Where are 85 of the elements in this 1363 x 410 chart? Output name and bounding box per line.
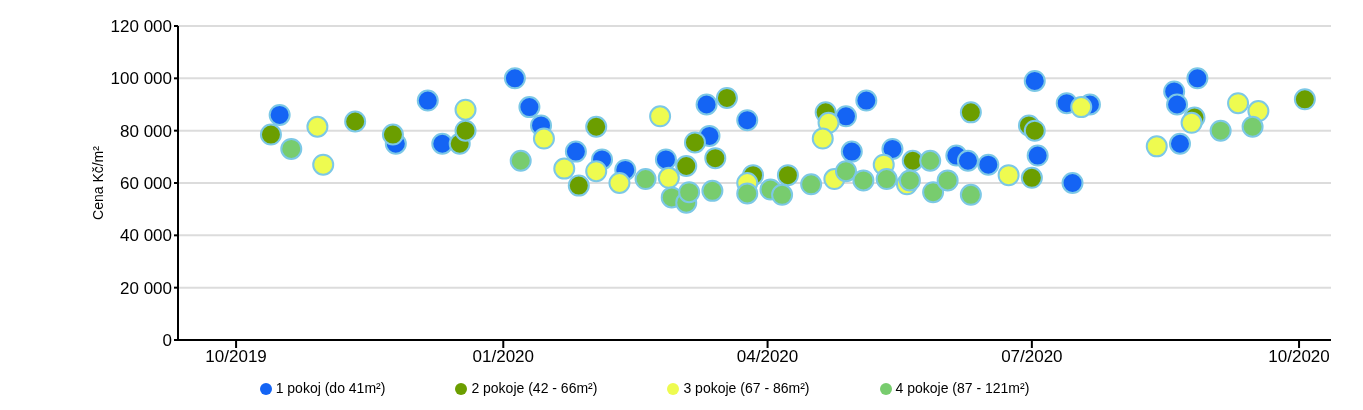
point [852, 169, 875, 192]
legend-label: 3 pokoje (67 - 86m²) [683, 380, 810, 396]
point [840, 140, 863, 163]
point [1023, 119, 1046, 142]
point [454, 119, 477, 142]
point [1020, 166, 1043, 189]
y-tick-label: 40 000 [120, 226, 172, 246]
point [1061, 172, 1084, 194]
y-tick-label: 0 [162, 331, 172, 351]
point [553, 157, 576, 180]
point [919, 149, 942, 172]
point [704, 147, 727, 170]
point [834, 160, 857, 183]
legend-label: 4 pokoje (87 - 121m²) [895, 380, 1030, 396]
point [855, 89, 878, 112]
point [416, 89, 439, 112]
x-tick-label: 01/2020 [472, 347, 535, 367]
x-tick-label: 07/2020 [1001, 347, 1063, 367]
point [956, 149, 979, 172]
point [771, 183, 794, 206]
x-tick-label: 10/2020 [1268, 347, 1330, 367]
point [736, 109, 759, 132]
point [532, 127, 555, 150]
point [959, 101, 982, 124]
y-tick-label: 120 000 [110, 17, 172, 37]
point [654, 148, 677, 171]
point [1180, 111, 1203, 134]
point [454, 98, 477, 121]
x-tick-label: 10/2019 [205, 347, 267, 367]
point [1166, 93, 1189, 116]
point [1026, 144, 1049, 167]
legend-label: 2 pokoje (42 - 66m²) [471, 380, 598, 396]
point [695, 93, 718, 116]
point [997, 164, 1020, 187]
point [1145, 135, 1168, 158]
y-tick-label: 20 000 [120, 278, 172, 298]
y-axis-title: Cena Kč/m² [89, 145, 106, 220]
point [875, 168, 898, 191]
point [701, 179, 724, 202]
point [306, 115, 329, 138]
point [344, 110, 367, 133]
point [1070, 96, 1093, 119]
point [503, 67, 526, 90]
point [1293, 88, 1316, 111]
point [675, 154, 698, 177]
point [585, 115, 608, 138]
point [683, 131, 706, 154]
legend-label: 1 pokoj (do 41m²) [275, 380, 386, 396]
point [977, 153, 1000, 176]
point [518, 96, 541, 119]
point [959, 183, 982, 206]
point [431, 132, 454, 155]
point [1209, 119, 1232, 142]
point [800, 173, 823, 196]
point [1168, 132, 1191, 155]
point [634, 168, 657, 191]
y-tick-label: 100 000 [110, 69, 172, 89]
point [509, 149, 532, 172]
point [776, 164, 799, 187]
point [649, 105, 672, 128]
point [564, 140, 587, 163]
point [678, 181, 701, 204]
point [936, 169, 959, 192]
point [657, 166, 680, 189]
point [834, 105, 857, 128]
point [1227, 92, 1250, 115]
point [1186, 67, 1209, 90]
point [567, 174, 590, 197]
point [715, 86, 738, 109]
point [922, 181, 945, 204]
point [736, 182, 759, 205]
point [259, 123, 282, 146]
x-tick-label: 04/2020 [736, 347, 799, 367]
point [1023, 69, 1046, 92]
point [381, 123, 404, 146]
point [881, 137, 904, 160]
point [312, 153, 335, 176]
point [280, 137, 303, 160]
point [608, 172, 631, 194]
point [268, 103, 291, 126]
point [811, 127, 834, 150]
y-tick-label: 60 000 [120, 174, 172, 194]
y-tick-label: 80 000 [120, 121, 172, 141]
point [585, 160, 608, 183]
point [1241, 115, 1264, 138]
